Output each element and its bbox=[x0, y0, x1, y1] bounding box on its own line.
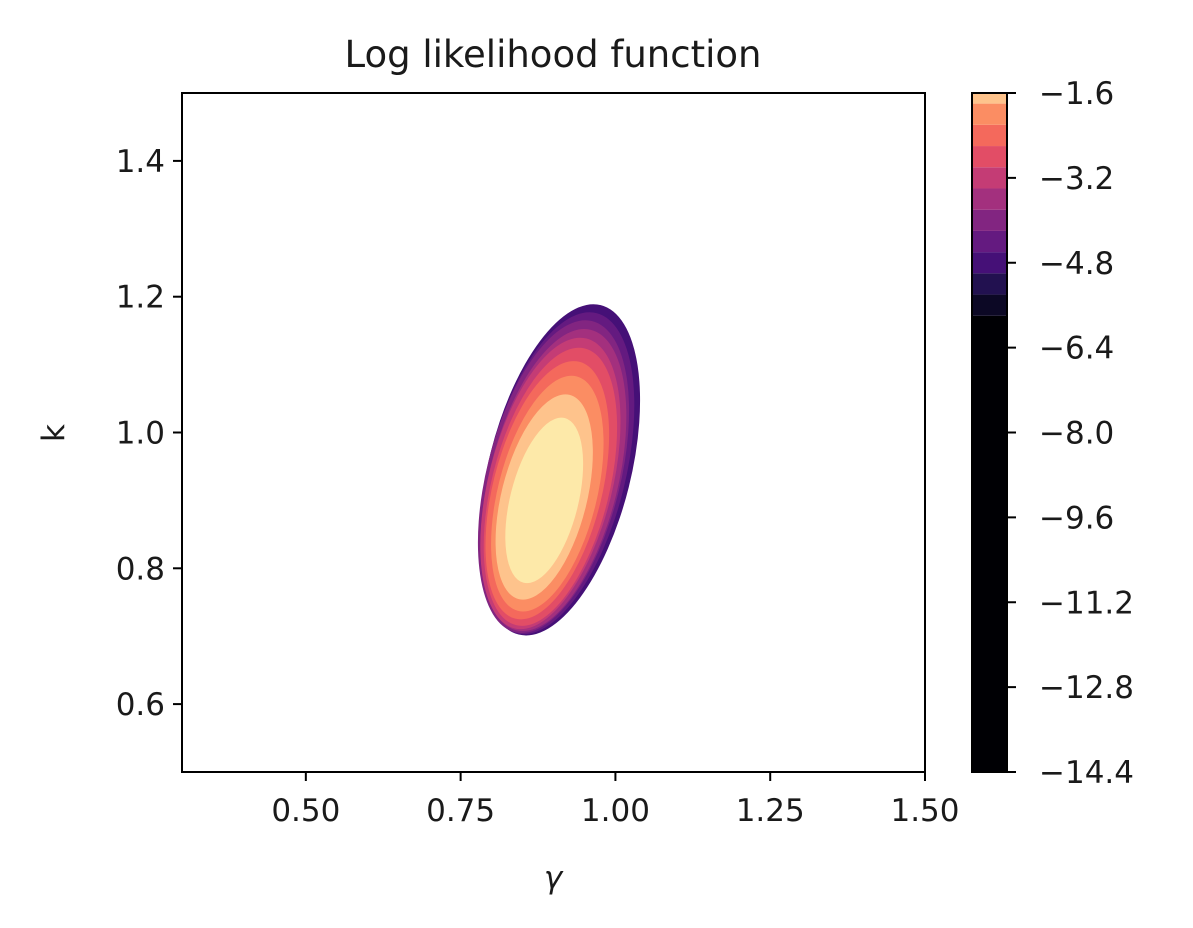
colorbar-tick-label: −6.4 bbox=[1039, 331, 1114, 367]
x-tick-label: 1.25 bbox=[736, 793, 805, 829]
y-tick-label: 1.2 bbox=[116, 280, 165, 316]
y-axis-title: k bbox=[36, 424, 72, 442]
contour-band-9 bbox=[505, 417, 584, 584]
colorbar-tick-label: −4.8 bbox=[1039, 246, 1114, 282]
y-tick-label: 0.6 bbox=[116, 687, 165, 723]
colorbar-band-8 bbox=[972, 146, 1007, 168]
colorbar-band-1 bbox=[972, 294, 1007, 316]
colorbar-band-6 bbox=[972, 188, 1007, 210]
colorbar-tick-label: −11.2 bbox=[1039, 585, 1134, 621]
colorbar-tick-label: −12.8 bbox=[1039, 670, 1134, 706]
colorbar bbox=[972, 93, 1007, 772]
x-tick-label: 1.00 bbox=[581, 793, 650, 829]
colorbar-band-10 bbox=[972, 103, 1007, 125]
colorbar-band-11 bbox=[972, 93, 1007, 104]
x-tick-label: 0.50 bbox=[271, 793, 340, 829]
chart-title: Log likelihood function bbox=[345, 33, 762, 76]
y-tick-label: 1.4 bbox=[116, 144, 165, 180]
colorbar-ticks: −1.6 −3.2 −4.8 −6.4 −8.0 −9.6 −11.2 −12.8 −14.4 bbox=[1007, 76, 1134, 791]
x-tick-label: 1.50 bbox=[890, 793, 959, 829]
colorbar-band-7 bbox=[972, 167, 1007, 189]
contour-layer bbox=[477, 304, 641, 636]
colorbar-band-0 bbox=[972, 315, 1007, 772]
x-axis-title: γ bbox=[544, 860, 564, 896]
colorbar-band-4 bbox=[972, 230, 1007, 253]
x-tick-label: 0.75 bbox=[426, 793, 495, 829]
colorbar-tick-label: −1.6 bbox=[1039, 76, 1114, 112]
y-tick-label: 1.0 bbox=[116, 416, 165, 452]
x-axis-ticks: 0.50 0.75 1.00 1.25 1.50 bbox=[271, 772, 960, 829]
colorbar-band-9 bbox=[972, 124, 1007, 147]
colorbar-tick-label: −14.4 bbox=[1039, 755, 1134, 791]
y-axis-ticks: 0.6 0.8 1.0 1.2 1.4 bbox=[116, 144, 182, 723]
colorbar-band-2 bbox=[972, 273, 1007, 295]
colorbar-band-5 bbox=[972, 209, 1007, 231]
colorbar-band-3 bbox=[972, 252, 1007, 274]
y-tick-label: 0.8 bbox=[116, 551, 165, 587]
colorbar-tick-label: −8.0 bbox=[1039, 416, 1114, 452]
colorbar-tick-label: −3.2 bbox=[1039, 161, 1114, 197]
colorbar-tick-label: −9.6 bbox=[1039, 500, 1114, 536]
